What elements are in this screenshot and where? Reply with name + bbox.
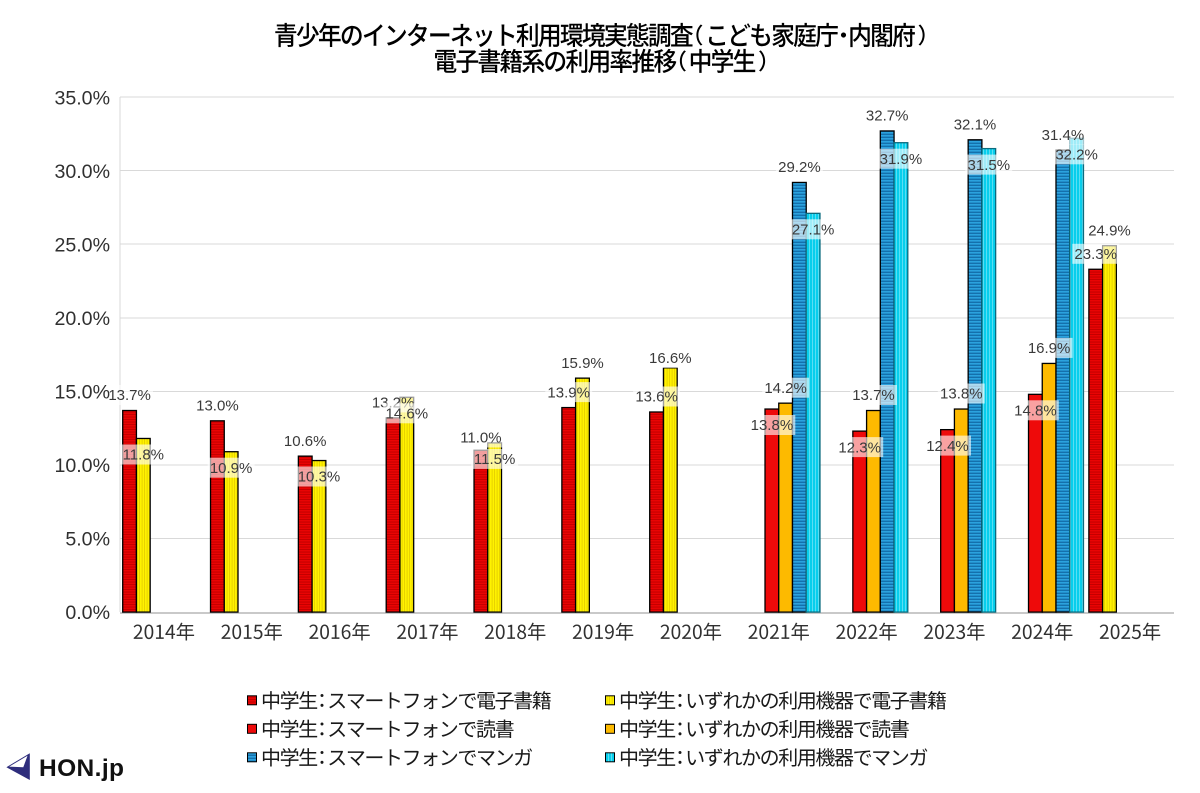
svg-text:11.0%: 11.0% bbox=[460, 430, 501, 447]
svg-text:31.4%: 31.4% bbox=[1042, 127, 1085, 144]
svg-text:0.0%: 0.0% bbox=[65, 602, 110, 624]
svg-text:13.6%: 13.6% bbox=[635, 389, 678, 406]
svg-text:13.9%: 13.9% bbox=[547, 384, 590, 401]
svg-text:10.3%: 10.3% bbox=[298, 469, 341, 486]
svg-text:32.7%: 32.7% bbox=[866, 108, 909, 125]
svg-text:13.7%: 13.7% bbox=[852, 387, 895, 404]
svg-text:27.1%: 27.1% bbox=[792, 222, 835, 239]
svg-text:16.9%: 16.9% bbox=[1028, 340, 1071, 357]
svg-text:29.2%: 29.2% bbox=[778, 159, 821, 176]
svg-text:20.0%: 20.0% bbox=[54, 308, 110, 330]
svg-text:12.4%: 12.4% bbox=[926, 438, 969, 455]
svg-text:31.9%: 31.9% bbox=[880, 151, 923, 168]
svg-text:11.5%: 11.5% bbox=[474, 451, 515, 468]
svg-text:16.6%: 16.6% bbox=[649, 350, 692, 367]
svg-text:5.0%: 5.0% bbox=[65, 529, 110, 551]
svg-text:35.0%: 35.0% bbox=[54, 87, 110, 109]
svg-text:31.5%: 31.5% bbox=[968, 157, 1011, 174]
svg-text:32.2%: 32.2% bbox=[1055, 147, 1098, 164]
svg-text:23.3%: 23.3% bbox=[1074, 246, 1117, 263]
svg-text:15.0%: 15.0% bbox=[54, 382, 110, 404]
svg-text:30.0%: 30.0% bbox=[54, 161, 110, 183]
svg-text:14.8%: 14.8% bbox=[1014, 403, 1057, 420]
svg-text:HON.jp: HON.jp bbox=[39, 755, 124, 782]
svg-text:25.0%: 25.0% bbox=[54, 234, 110, 256]
svg-text:14.2%: 14.2% bbox=[764, 380, 807, 397]
svg-text:13.8%: 13.8% bbox=[751, 417, 794, 434]
svg-text:24.9%: 24.9% bbox=[1088, 222, 1131, 239]
svg-text:32.1%: 32.1% bbox=[954, 117, 997, 134]
svg-text:15.9%: 15.9% bbox=[561, 355, 604, 372]
svg-text:11.8%: 11.8% bbox=[123, 447, 164, 464]
svg-text:12.3%: 12.3% bbox=[838, 439, 881, 456]
svg-text:14.6%: 14.6% bbox=[386, 406, 429, 423]
svg-text:13.8%: 13.8% bbox=[940, 386, 983, 403]
svg-text:10.9%: 10.9% bbox=[210, 460, 253, 477]
svg-text:13.7%: 13.7% bbox=[108, 387, 151, 404]
svg-text:10.0%: 10.0% bbox=[54, 455, 110, 477]
svg-text:13.0%: 13.0% bbox=[196, 398, 239, 415]
svg-text:10.6%: 10.6% bbox=[284, 433, 327, 450]
